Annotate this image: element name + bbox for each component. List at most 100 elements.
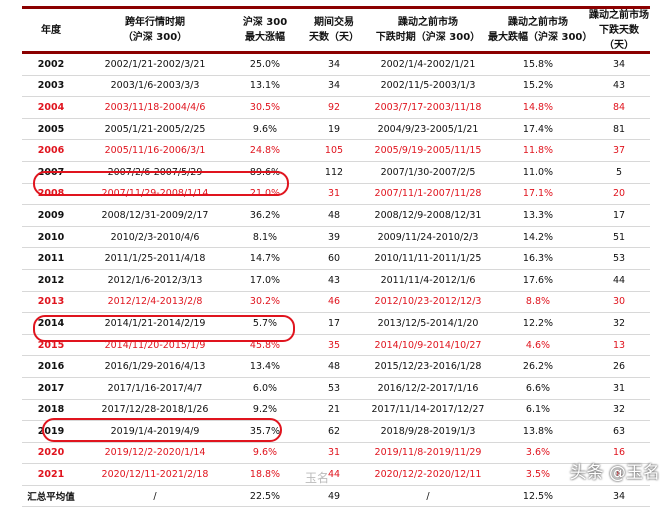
cell-fall-period: 2004/9/23-2005/1/21 xyxy=(377,123,479,135)
cell-year: 2012 xyxy=(37,274,65,286)
data-table: 年度 跨年行情时期 （沪深 300） 沪深 300 最大涨幅 期间交易 天数（天） 躁… xyxy=(22,6,650,507)
cell-fall-days: 81 xyxy=(612,123,626,135)
cell-fall-days: 51 xyxy=(612,231,626,243)
cell-fall-period: 2018/9/28-2019/1/3 xyxy=(380,425,476,437)
cell-fall-days: 5 xyxy=(615,166,623,178)
header-period: 跨年行情时期 （沪深 300） xyxy=(122,17,188,43)
cell-fall-period: 2008/12/9-2008/12/31 xyxy=(374,209,482,221)
cell-fall: 3.6% xyxy=(525,447,551,459)
cell-fall: 11.8% xyxy=(522,145,554,157)
cell-fall-period: 2020/12/2-2020/12/11 xyxy=(374,469,482,481)
header-fall: 躁动之前市场 最大跌幅（沪深 300） xyxy=(488,17,593,43)
cell-fall-period: 2013/12/5-2014/1/20 xyxy=(377,317,479,329)
cell-year: 2006 xyxy=(37,145,65,157)
table-row: 2017 2017/1/16-2017/4/7 6.0% 53 2016/12/2-20… xyxy=(22,378,650,400)
cell-fall: 12.5% xyxy=(522,490,554,502)
cell-fall: 4.6% xyxy=(525,339,551,351)
table-row: 汇总平均值 / 22.5% 49 / 12.5% 34 xyxy=(22,486,650,507)
header-fall-period: 躁动之前市场 下跌时期（沪深 300） xyxy=(375,17,481,43)
cell-year: 2003 xyxy=(37,80,65,92)
cell-days: 39 xyxy=(327,231,341,243)
cell-days: 34 xyxy=(327,58,341,70)
cell-rise: 25.0% xyxy=(249,58,281,70)
cell-days: 35 xyxy=(327,339,341,351)
table-row: 2012 2012/1/6-2012/3/13 17.0% 43 2011/11/4-2… xyxy=(22,270,650,292)
cell-fall: 11.0% xyxy=(522,166,554,178)
cell-year: 2008 xyxy=(37,188,65,200)
cell-fall-days: 44 xyxy=(612,274,626,286)
cell-fall: 13.8% xyxy=(522,425,554,437)
cell-fall-period: 2005/9/19-2005/11/15 xyxy=(374,145,482,157)
cell-fall-period: 2003/7/17-2003/11/18 xyxy=(374,101,482,113)
cell-fall-period: 2011/11/4-2012/1/6 xyxy=(380,274,476,286)
cell-period: 2003/1/6-2003/3/3 xyxy=(110,80,200,92)
highlight-2015 xyxy=(33,315,295,342)
cell-fall-period: 2015/12/23-2016/1/28 xyxy=(374,361,482,373)
cell-rise: 5.7% xyxy=(252,317,278,329)
cell-rise: 35.7% xyxy=(249,425,281,437)
cell-days: 112 xyxy=(324,166,344,178)
cell-fall-period: 2007/1/30-2007/2/5 xyxy=(380,166,476,178)
cell-fall: 3.5% xyxy=(525,469,551,481)
cell-fall-days: 37 xyxy=(612,145,626,157)
table-row: 2015 2014/11/20-2015/1/9 45.8% 35 2014/10/9-… xyxy=(22,335,650,357)
cell-rise: 36.2% xyxy=(249,209,281,221)
table-row: 2008 2007/11/29-2008/1/14 21.0% 31 2007/11/1… xyxy=(22,184,650,206)
cell-fall: 14.8% xyxy=(522,101,554,113)
cell-fall-days: 34 xyxy=(612,490,626,502)
cell-period: 2002/1/21-2002/3/21 xyxy=(104,58,206,70)
cell-days: 17 xyxy=(327,317,341,329)
table-row: 2013 2012/12/4-2013/2/8 30.2% 46 2012/10/23-… xyxy=(22,292,650,314)
cell-days: 105 xyxy=(324,145,344,157)
cell-fall-days: 84 xyxy=(612,101,626,113)
cell-days: 53 xyxy=(327,382,341,394)
cell-rise: 30.2% xyxy=(249,296,281,308)
table-row: 2018 2017/12/28-2018/1/26 9.2% 21 2017/11/14… xyxy=(22,400,650,422)
cell-rise: 8.1% xyxy=(252,231,278,243)
cell-days: 60 xyxy=(327,253,341,265)
cell-fall: 6.1% xyxy=(525,404,551,416)
cell-fall-days: 43 xyxy=(612,80,626,92)
cell-fall-days: 31 xyxy=(612,382,626,394)
highlight-2008 xyxy=(33,171,289,196)
header-fall-days: 躁动之前市场 下跌天数（天） xyxy=(589,9,649,51)
table-row: 2009 2008/12/31-2009/2/17 36.2% 48 2008/12/9… xyxy=(22,205,650,227)
cell-fall-period: 2019/11/8-2019/11/29 xyxy=(374,447,482,459)
cell-period: 2012/12/4-2013/2/8 xyxy=(107,296,203,308)
cell-fall-days: 20 xyxy=(612,188,626,200)
cell-days: 46 xyxy=(327,296,341,308)
cell-rise: 9.6% xyxy=(252,123,278,135)
cell-fall-period: 2009/11/24-2010/2/3 xyxy=(377,231,479,243)
cell-year: 2018 xyxy=(37,404,65,416)
cell-fall-period: 2012/10/23-2012/12/3 xyxy=(374,296,482,308)
table-row: 2002 2002/1/21-2002/3/21 25.0% 34 2002/1/4-2… xyxy=(22,54,650,76)
cell-fall: 17.1% xyxy=(522,188,554,200)
cell-period: 2012/1/6-2012/3/13 xyxy=(107,274,203,286)
cell-year: 2011 xyxy=(37,253,65,265)
cell-rise: 9.6% xyxy=(252,447,278,459)
cell-rise: 45.8% xyxy=(249,339,281,351)
cell-fall-days: 53 xyxy=(612,253,626,265)
table-row: 2016 2016/1/29-2016/4/13 13.4% 48 2015/12/23… xyxy=(22,356,650,378)
cell-days: 48 xyxy=(327,209,341,221)
cell-period: 2019/12/2-2020/1/14 xyxy=(104,447,206,459)
cell-rise: 24.8% xyxy=(249,145,281,157)
cell-rise: 6.0% xyxy=(252,382,278,394)
cell-days: 43 xyxy=(327,274,341,286)
highlight-2020 xyxy=(42,418,282,442)
cell-period: 2017/12/28-2018/1/26 xyxy=(101,404,209,416)
cell-year: 2021 xyxy=(37,469,65,481)
table-header: 年度 跨年行情时期 （沪深 300） 沪深 300 最大涨幅 期间交易 天数（天） 躁… xyxy=(22,6,650,54)
cell-fall-period: / xyxy=(426,490,430,502)
cell-fall: 17.6% xyxy=(522,274,554,286)
table-row: 2011 2011/1/25-2011/4/18 14.7% 60 2010/11/11… xyxy=(22,248,650,270)
watermark-right: 头条 @玉名 xyxy=(569,463,660,483)
cell-fall-days: 63 xyxy=(612,425,626,437)
cell-period: 2014/1/21-2014/2/19 xyxy=(104,317,206,329)
header-year: 年度 xyxy=(41,24,61,36)
cell-fall-days: 16 xyxy=(612,447,626,459)
cell-rise: 21.0% xyxy=(249,188,281,200)
cell-period: 2011/1/25-2011/4/18 xyxy=(104,253,206,265)
cell-fall: 6.6% xyxy=(525,382,551,394)
cell-fall-period: 2017/11/14-2017/12/27 xyxy=(371,404,485,416)
